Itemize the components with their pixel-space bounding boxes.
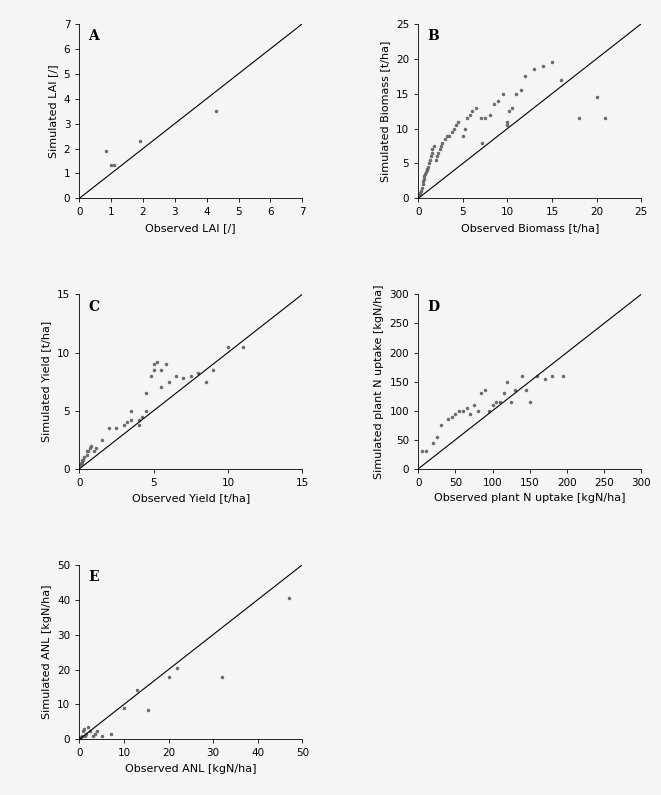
- X-axis label: Observed plant N uptake [kgN/ha]: Observed plant N uptake [kgN/ha]: [434, 494, 625, 503]
- Y-axis label: Simulated Biomass [t/ha]: Simulated Biomass [t/ha]: [380, 41, 391, 182]
- X-axis label: Observed LAI [/]: Observed LAI [/]: [145, 223, 236, 233]
- X-axis label: Observed ANL [kgN/ha]: Observed ANL [kgN/ha]: [125, 764, 256, 774]
- Text: B: B: [427, 29, 439, 43]
- Text: A: A: [88, 29, 99, 43]
- X-axis label: Observed Biomass [t/ha]: Observed Biomass [t/ha]: [461, 223, 599, 233]
- Y-axis label: Simulated Yield [t/ha]: Simulated Yield [t/ha]: [42, 321, 52, 442]
- Text: E: E: [88, 570, 99, 584]
- X-axis label: Observed Yield [t/ha]: Observed Yield [t/ha]: [132, 494, 250, 503]
- Text: C: C: [88, 300, 99, 313]
- Text: D: D: [427, 300, 440, 313]
- Y-axis label: Simulated ANL [kgN/ha]: Simulated ANL [kgN/ha]: [42, 585, 52, 719]
- Y-axis label: Simulated LAI [/]: Simulated LAI [/]: [48, 64, 58, 158]
- Y-axis label: Simulated plant N uptake [kgN/ha]: Simulated plant N uptake [kgN/ha]: [374, 285, 384, 479]
